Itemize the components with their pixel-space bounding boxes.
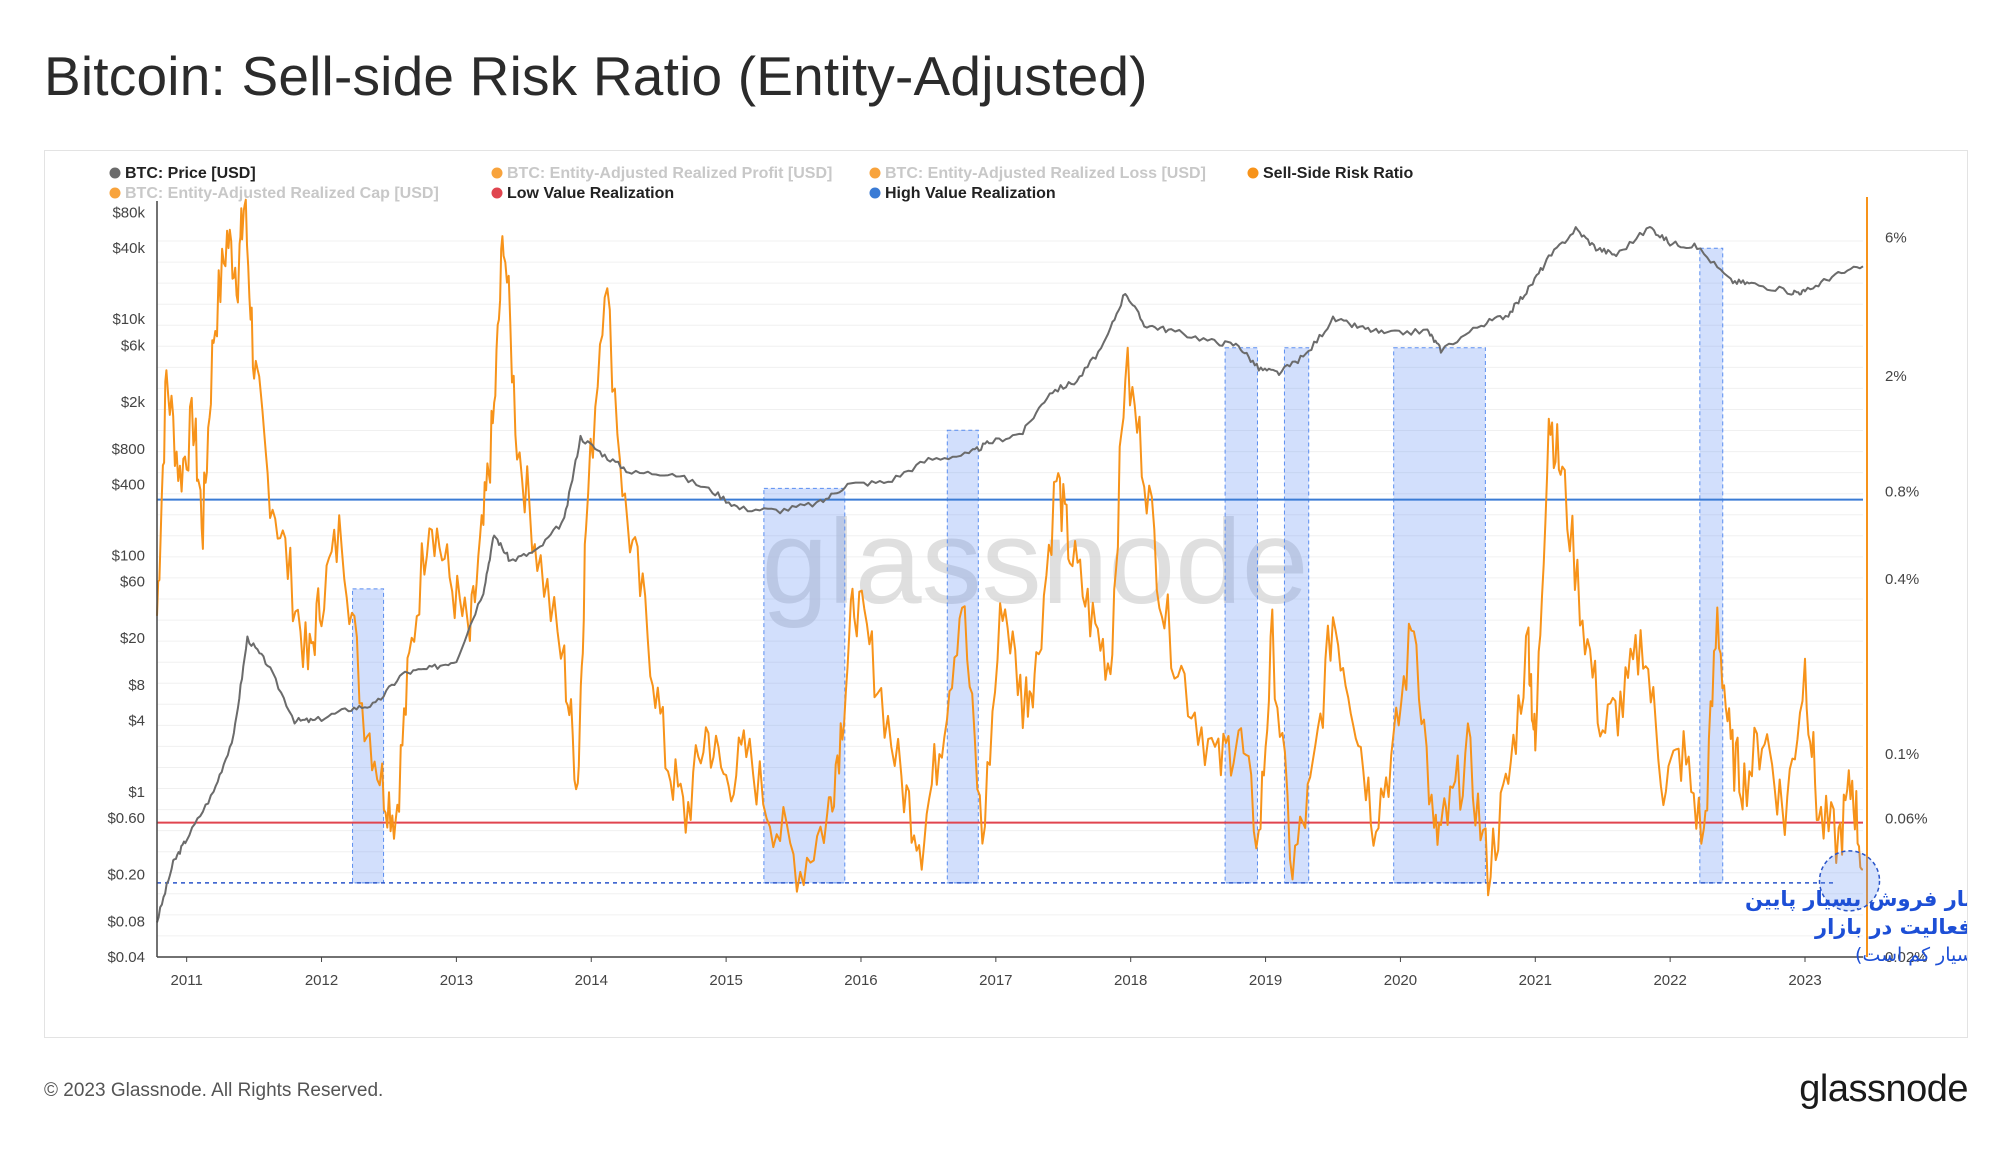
x-axis-tick: 2012 bbox=[305, 972, 338, 989]
left-axis-tick: $0.60 bbox=[107, 810, 145, 827]
left-axis-tick: $100 bbox=[112, 547, 145, 564]
x-axis-tick: 2011 bbox=[171, 972, 203, 989]
x-axis-tick: 2017 bbox=[979, 972, 1012, 989]
legend-label: BTC: Price [USD] bbox=[125, 165, 256, 182]
annotation-line-1: خطر فشار فروش بسیار پایین bbox=[1745, 887, 1967, 911]
legend-label: BTC: Entity-Adjusted Realized Cap [USD] bbox=[125, 185, 439, 202]
left-axis-tick: $10k bbox=[112, 311, 145, 328]
left-axis-tick: $60 bbox=[120, 574, 145, 591]
grid bbox=[157, 240, 1863, 958]
x-axis-tick: 2015 bbox=[709, 972, 742, 989]
series bbox=[156, 198, 1864, 923]
legend-label: Low Value Realization bbox=[507, 185, 674, 202]
annotation: خطر فشار فروش بسیار پایین و عدم تمایل سرم… bbox=[1745, 850, 1967, 966]
legend-marker bbox=[869, 187, 881, 199]
axes: $80k $40k $10k $6k $2k $800 $400 $100 $60 $20 $8 $4… bbox=[107, 197, 1928, 989]
left-axis-tick: $2k bbox=[121, 394, 146, 411]
x-axis-tick: 2023 bbox=[1788, 972, 1821, 989]
highlight-zone bbox=[1393, 347, 1486, 884]
right-axis-tick: 0.02% bbox=[1885, 949, 1928, 966]
left-axis-tick: $0.04 bbox=[107, 949, 145, 966]
x-axis-tick: 2020 bbox=[1384, 972, 1417, 989]
legend-label: BTC: Entity-Adjusted Realized Loss [USD] bbox=[885, 165, 1206, 182]
right-axis-tick: 0.8% bbox=[1885, 484, 1919, 501]
right-axis-tick: 6% bbox=[1885, 229, 1907, 246]
left-axis-tick: $400 bbox=[112, 476, 145, 493]
legend-marker bbox=[869, 167, 881, 179]
left-axis-tick: $20 bbox=[120, 630, 145, 647]
left-axis-tick: $80k bbox=[112, 204, 145, 221]
x-axis-tick: 2013 bbox=[440, 972, 473, 989]
x-axis-tick: 2018 bbox=[1114, 972, 1147, 989]
legend-label: BTC: Entity-Adjusted Realized Profit [US… bbox=[507, 165, 832, 182]
annotation-line-3: (حجم نقد شده نسبت به ارزش حقیقی بازار بس… bbox=[1855, 944, 1967, 966]
realization-lines bbox=[157, 498, 1863, 884]
left-axis-tick: $4 bbox=[128, 713, 145, 730]
low-risk-highlight-circle bbox=[1818, 850, 1881, 912]
highlight-zones bbox=[352, 247, 1724, 884]
right-axis-tick: 0.06% bbox=[1885, 810, 1928, 827]
btc-price-line bbox=[156, 226, 1864, 923]
right-axis-tick: 0.4% bbox=[1885, 571, 1919, 588]
legend-marker bbox=[109, 167, 121, 179]
sell-side-risk-ratio-line bbox=[156, 198, 1864, 897]
left-axis-tick: $1 bbox=[128, 784, 145, 801]
highlight-zone bbox=[1699, 247, 1724, 884]
right-axis-tick: 2% bbox=[1885, 368, 1907, 385]
chart-card: glassnode $80k $40k $10k $6k $2k $800 $400 $100… bbox=[44, 150, 1968, 1038]
page-title: Bitcoin: Sell-side Risk Ratio (Entity-Ad… bbox=[44, 45, 1148, 107]
legend-label: High Value Realization bbox=[885, 185, 1056, 202]
left-axis-tick: $800 bbox=[112, 441, 145, 458]
left-axis-tick: $40k bbox=[112, 240, 145, 257]
x-axis-tick: 2019 bbox=[1249, 972, 1282, 989]
x-axis-tick: 2021 bbox=[1519, 972, 1552, 989]
x-axis-tick: 2014 bbox=[575, 972, 608, 989]
chart-svg[interactable]: glassnode $80k$40k$10k$6k$2k$800$400$100… bbox=[45, 151, 1967, 1037]
highlight-zone bbox=[1283, 347, 1310, 884]
footer-brand-logo: glassnode bbox=[1799, 1068, 1968, 1110]
left-axis-tick: $8 bbox=[128, 677, 145, 694]
highlight-zone bbox=[763, 487, 846, 884]
legend-marker bbox=[491, 187, 503, 199]
highlight-zone bbox=[946, 429, 979, 884]
legend-marker bbox=[491, 167, 503, 179]
legend: BTC: Price [USD] BTC: Entity-Adjusted Rea… bbox=[109, 165, 1413, 202]
x-axis-tick: 2016 bbox=[844, 972, 877, 989]
legend-marker bbox=[109, 187, 121, 199]
annotation-line-2: و عدم تمایل سرمایه‌گذاران به فعالیت در ب… bbox=[1814, 914, 1967, 939]
legend-label: Sell-Side Risk Ratio bbox=[1263, 165, 1413, 182]
left-axis-tick: $0.20 bbox=[107, 866, 145, 883]
right-axis-tick: 0.1% bbox=[1885, 746, 1919, 763]
legend-marker bbox=[1247, 167, 1259, 179]
left-axis-tick: $0.08 bbox=[107, 913, 145, 930]
x-axis-tick: 2022 bbox=[1653, 972, 1686, 989]
footer-copyright: © 2023 Glassnode. All Rights Reserved. bbox=[44, 1080, 384, 1101]
left-axis-tick: $6k bbox=[121, 337, 146, 354]
